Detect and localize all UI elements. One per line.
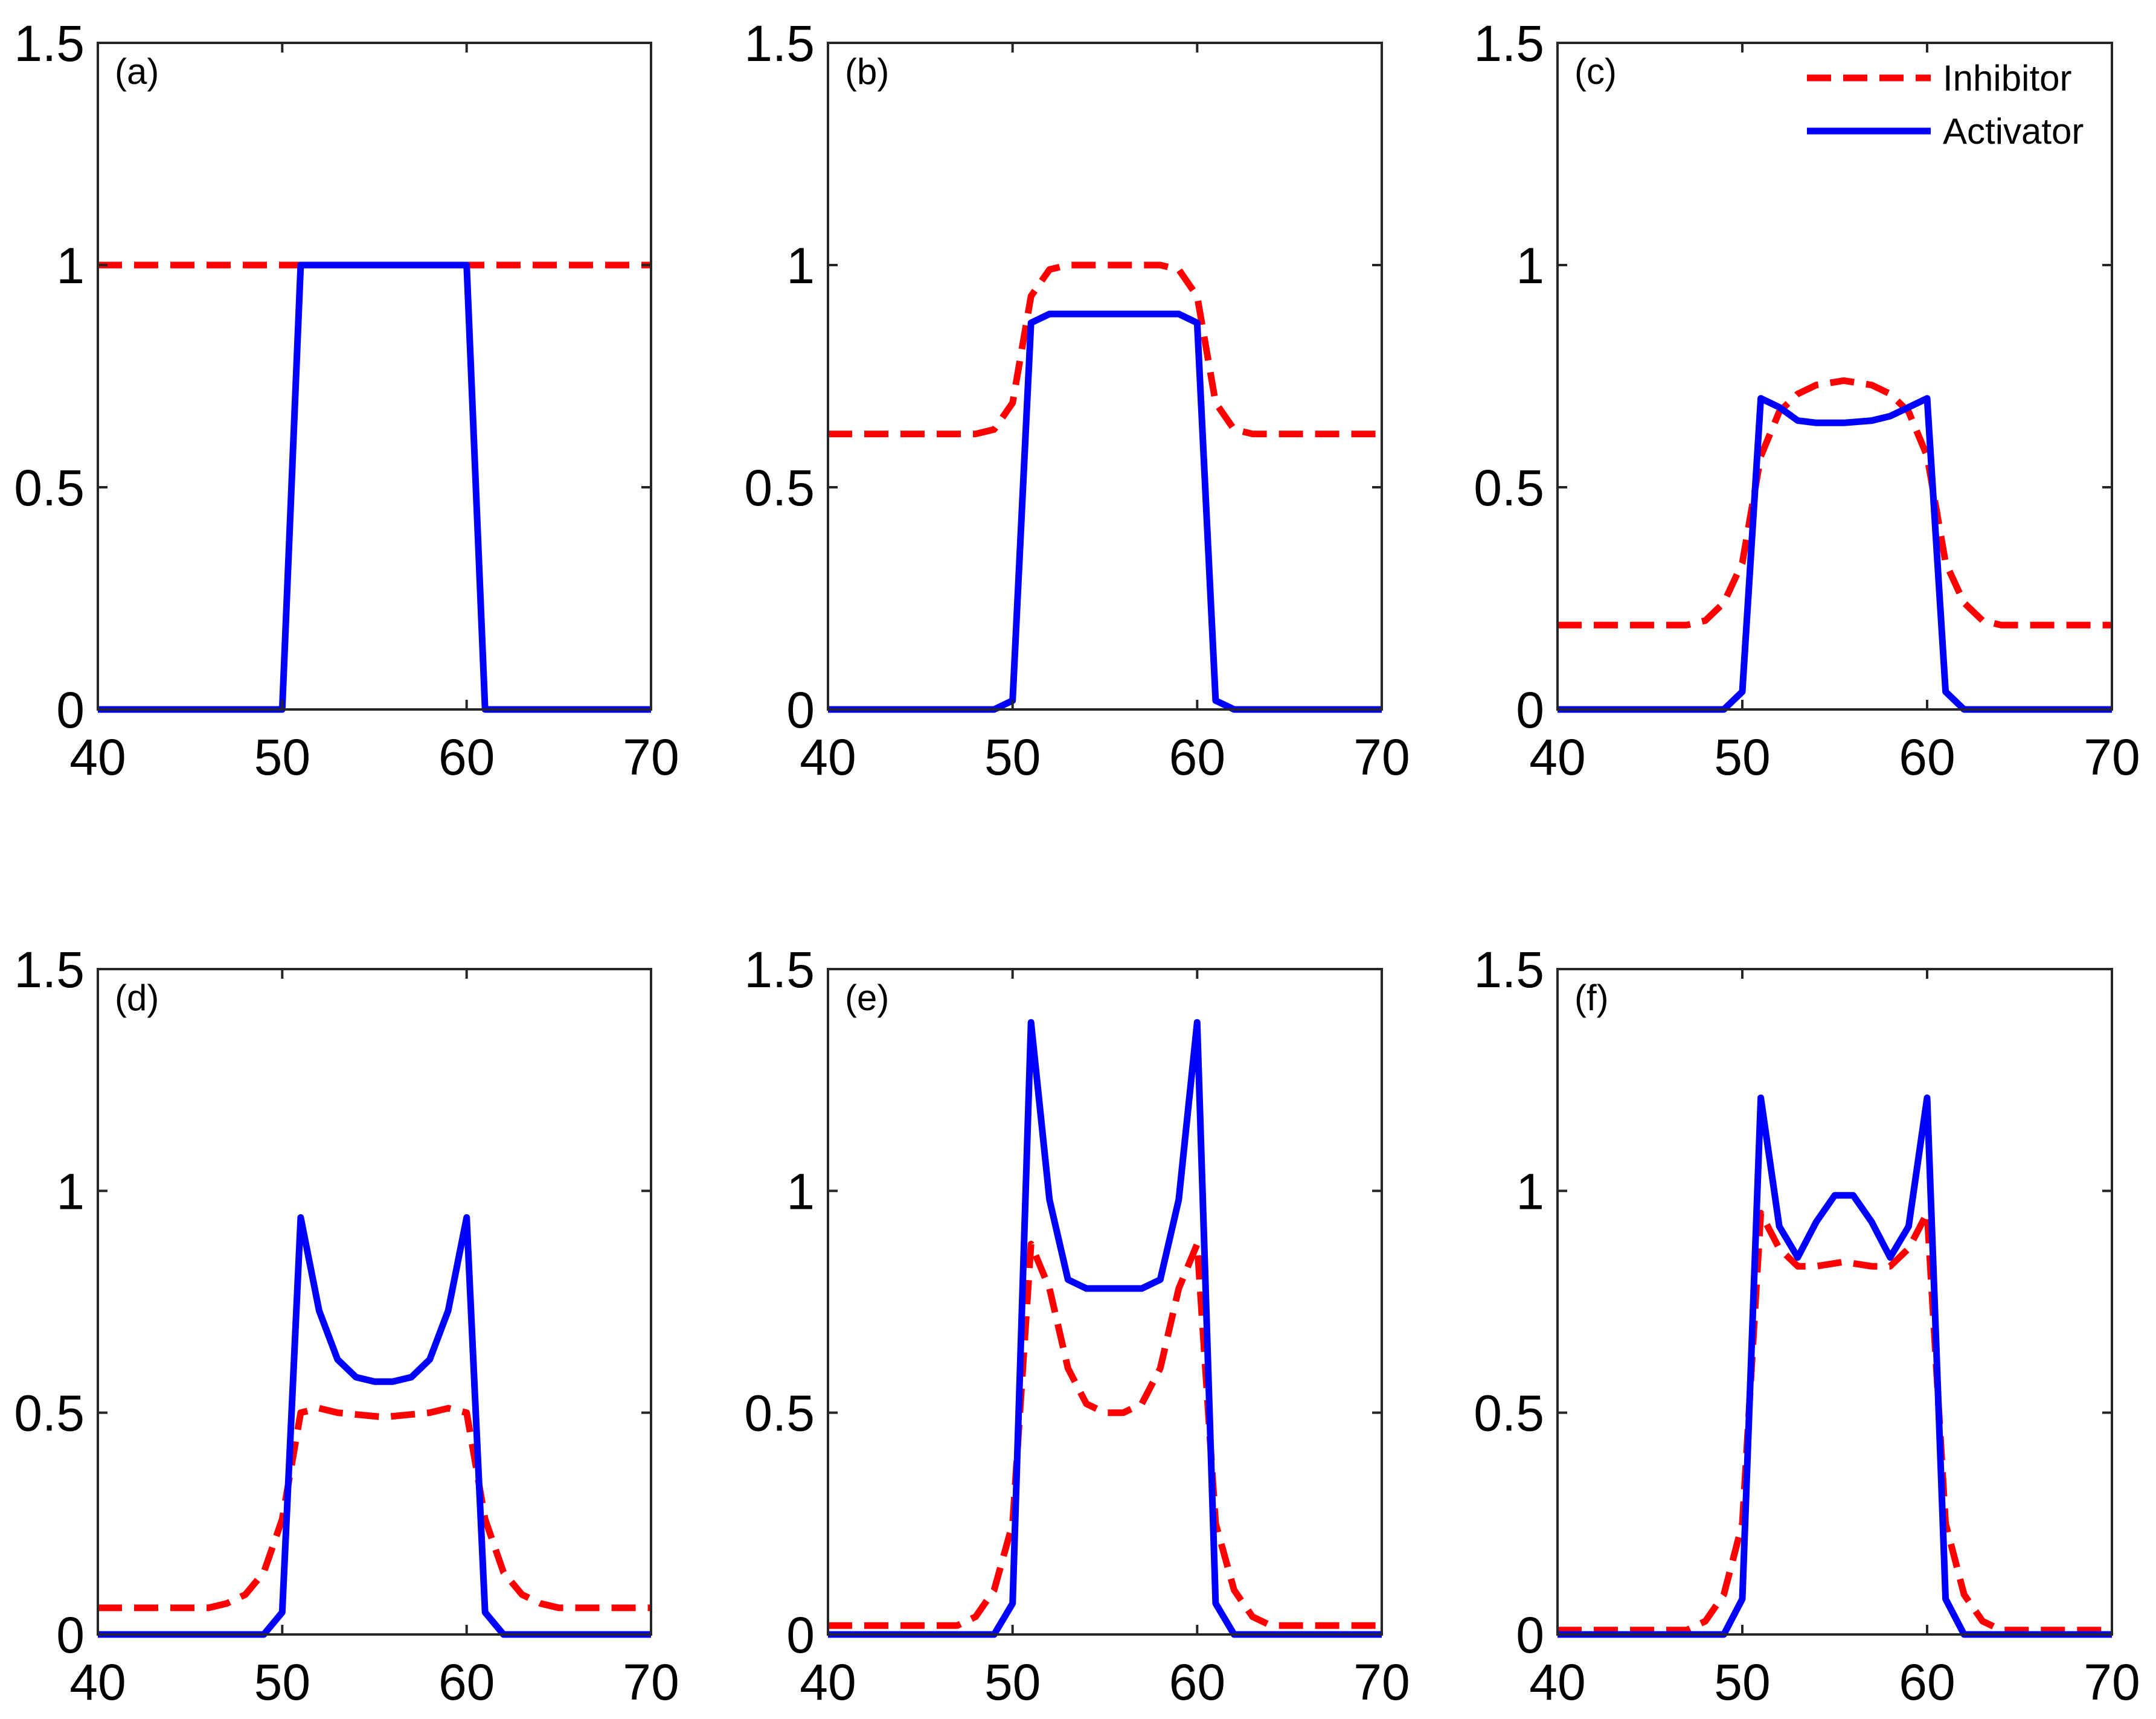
panel-label: (e) — [845, 978, 889, 1018]
axes-box — [1556, 968, 2113, 1636]
panel-b: 40 50 60 70 0 0.5 1 1.5 (b) — [744, 15, 1410, 786]
activator-legend-label: Activator — [1943, 111, 2084, 152]
x-tick-label: 60 — [1169, 1654, 1225, 1711]
y-tick-label: 0 — [56, 682, 85, 738]
x-tick-label: 50 — [254, 1654, 310, 1711]
y-tick-label: 1.5 — [1474, 15, 1544, 72]
y-tick-label: 1 — [56, 237, 85, 294]
x-tick-label: 50 — [984, 1654, 1041, 1711]
x-tick-label: 40 — [800, 1654, 856, 1711]
y-tick-label: 0.5 — [744, 459, 815, 516]
y-tick-label: 0 — [786, 682, 815, 738]
y-tick-label: 1.5 — [744, 941, 815, 998]
y-tick-label: 1.5 — [1474, 941, 1544, 998]
y-tick-label: 1 — [1516, 237, 1544, 294]
x-tick-label: 60 — [1899, 729, 1955, 786]
panel-e: 40 50 60 70 0 0.5 1 1.5 (e) — [744, 941, 1410, 1711]
x-tick-label: 70 — [2084, 729, 2140, 786]
y-tick-label: 0 — [1516, 682, 1544, 738]
axes-box — [97, 42, 652, 711]
x-tick-label: 60 — [1169, 729, 1225, 786]
panel-c: 40 50 60 70 0 0.5 1 1.5 (c) Inhibitor Activator — [1474, 15, 2140, 786]
y-tick-label: 1.5 — [744, 15, 815, 72]
activator-line — [828, 310, 1382, 713]
panel-a: 40 50 60 70 0 0.5 1 1.5 (a) — [14, 15, 679, 786]
x-tick-label: 60 — [1899, 1654, 1955, 1711]
y-tick-label: 1 — [786, 237, 815, 294]
y-tick-label: 1 — [1516, 1163, 1544, 1220]
inhibitor-legend-label: Inhibitor — [1943, 58, 2071, 98]
x-tick-label: 70 — [1353, 729, 1410, 786]
activator-line — [828, 1019, 1382, 1638]
inhibitor-line — [828, 261, 1382, 438]
x-tick-label: 40 — [800, 729, 856, 786]
y-tick-label: 0.5 — [1474, 459, 1544, 516]
x-tick-label: 70 — [623, 1654, 679, 1711]
inhibitor-line — [1558, 1209, 2112, 1634]
x-tick-label: 70 — [623, 729, 679, 786]
inhibitor-line — [98, 1404, 651, 1612]
axes-box — [1556, 42, 2113, 711]
panel-label: (c) — [1574, 51, 1617, 92]
panel-label: (b) — [845, 51, 889, 92]
x-tick-label: 60 — [438, 729, 495, 786]
legend: Inhibitor Activator — [1807, 58, 2084, 152]
y-tick-label: 0 — [786, 1607, 815, 1663]
x-tick-label: 50 — [1714, 1654, 1770, 1711]
panel-f: 40 50 60 70 0 0.5 1 1.5 (f) — [1474, 941, 2140, 1711]
x-tick-label: 70 — [1353, 1654, 1410, 1711]
panel-label: (f) — [1574, 978, 1609, 1018]
activator-line — [98, 1214, 651, 1638]
y-tick-label: 1.5 — [14, 15, 85, 72]
activator-line — [1558, 395, 2112, 713]
y-tick-label: 0.5 — [14, 459, 85, 516]
y-tick-label: 0.5 — [14, 1385, 85, 1442]
inhibitor-line — [828, 1241, 1382, 1629]
x-tick-label: 60 — [438, 1654, 495, 1711]
x-tick-label: 40 — [1529, 729, 1585, 786]
axes-box — [827, 968, 1383, 1636]
activator-line — [98, 261, 651, 713]
x-tick-label: 40 — [69, 729, 126, 786]
x-tick-label: 50 — [1714, 729, 1770, 786]
x-tick-label: 40 — [1529, 1654, 1585, 1711]
panel-d: 40 50 60 70 0 0.5 1 1.5 (d) — [14, 941, 679, 1711]
axes-box — [827, 42, 1383, 711]
y-tick-label: 0 — [1516, 1607, 1544, 1663]
y-tick-label: 1 — [786, 1163, 815, 1220]
x-tick-label: 40 — [69, 1654, 126, 1711]
y-tick-label: 0.5 — [744, 1385, 815, 1442]
x-tick-label: 70 — [2084, 1654, 2140, 1711]
y-tick-label: 0 — [56, 1607, 85, 1663]
activator-line — [1558, 1094, 2112, 1638]
x-tick-label: 50 — [984, 729, 1041, 786]
inhibitor-line — [1558, 377, 2112, 629]
y-tick-label: 0.5 — [1474, 1385, 1544, 1442]
y-tick-label: 1 — [56, 1163, 85, 1220]
x-tick-label: 50 — [254, 729, 310, 786]
panel-label: (d) — [115, 978, 159, 1018]
panel-label: (a) — [115, 51, 159, 92]
y-tick-label: 1.5 — [14, 941, 85, 998]
axes-box — [97, 968, 652, 1636]
